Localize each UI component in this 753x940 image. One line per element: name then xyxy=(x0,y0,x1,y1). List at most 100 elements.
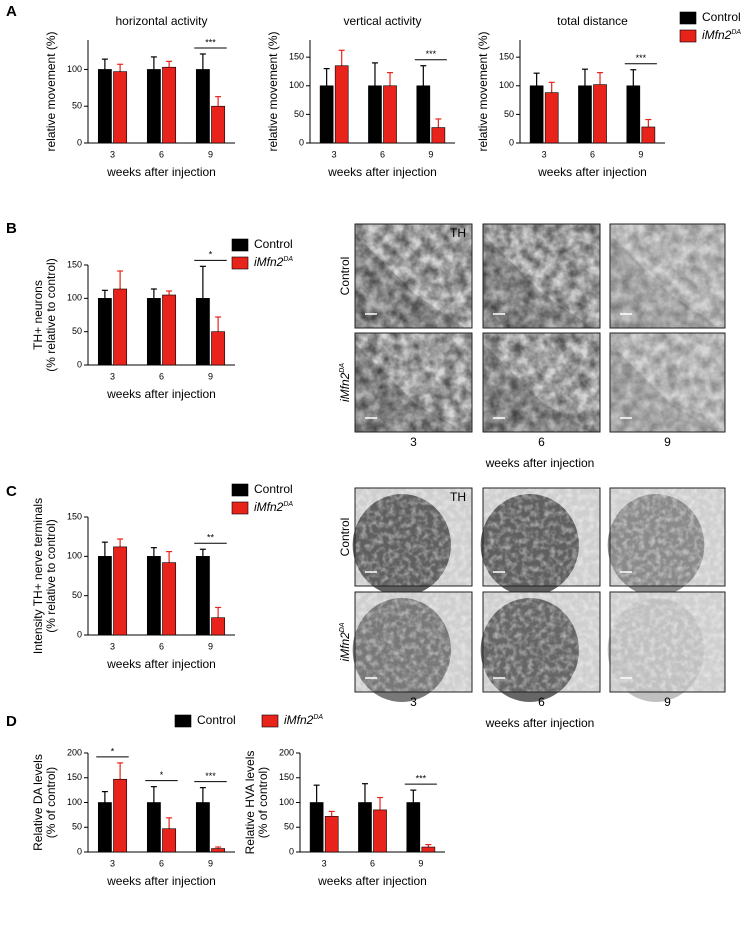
legend-label: iMfn2DA xyxy=(284,713,323,727)
panel-label: A xyxy=(6,3,17,20)
y-tick-label: 100 xyxy=(67,797,82,807)
legend-label: iMfn2DA xyxy=(702,28,741,42)
column-label: 6 xyxy=(538,695,545,709)
row-label-sup: DA xyxy=(339,363,346,373)
stain-label: TH xyxy=(450,226,466,240)
bar xyxy=(578,85,592,144)
bar xyxy=(431,127,446,144)
legend-label-main: Control xyxy=(197,713,236,727)
legend-swatch xyxy=(231,483,249,497)
y-tick-label: 150 xyxy=(499,52,514,62)
y-axis-label: (% relative to control) xyxy=(44,258,58,371)
x-tick-label: 9 xyxy=(208,641,213,651)
significance-label: * xyxy=(209,250,213,260)
bar xyxy=(358,802,372,853)
legend-label: Control xyxy=(254,482,293,496)
bar xyxy=(368,85,382,144)
images-x-label: weeks after injection xyxy=(485,456,595,470)
bar xyxy=(211,331,226,366)
y-tick-label: 100 xyxy=(499,80,514,90)
micrograph-border xyxy=(609,332,726,433)
x-tick-label: 3 xyxy=(110,641,115,651)
bar xyxy=(334,65,349,144)
panel-label: B xyxy=(6,220,17,237)
micrograph-border xyxy=(354,223,473,329)
y-tick-label: 50 xyxy=(284,822,294,832)
bar xyxy=(544,92,559,144)
texture xyxy=(483,333,600,432)
micrograph xyxy=(609,332,726,433)
column-label: 9 xyxy=(664,435,671,449)
y-tick-label: 50 xyxy=(504,109,514,119)
y-tick-label: 150 xyxy=(67,259,82,269)
texture xyxy=(483,592,600,692)
x-axis-label: weeks after injection xyxy=(106,165,216,179)
y-tick-label: 150 xyxy=(279,772,294,782)
significance-label: ** xyxy=(207,533,215,543)
bar xyxy=(195,802,210,853)
legend-swatch xyxy=(679,29,697,43)
legend-swatch xyxy=(231,501,249,515)
bar xyxy=(309,802,324,853)
micrograph-border xyxy=(354,332,473,433)
bar xyxy=(373,809,387,853)
x-tick-label: 3 xyxy=(332,149,337,159)
x-tick-label: 3 xyxy=(110,858,115,868)
x-tick-label: 6 xyxy=(159,371,164,381)
significance-label: *** xyxy=(205,37,216,47)
panel-label: D xyxy=(6,713,17,730)
micrograph-border xyxy=(354,591,473,693)
significance-label: *** xyxy=(636,53,647,63)
micrograph-border xyxy=(482,487,601,587)
column-label: 6 xyxy=(538,435,545,449)
x-tick-label: 3 xyxy=(542,149,547,159)
x-axis-label: weeks after injection xyxy=(327,165,437,179)
y-tick-label: 50 xyxy=(72,822,82,832)
legend-label-main: Control xyxy=(254,237,293,251)
x-tick-label: 9 xyxy=(428,149,433,159)
x-tick-label: 9 xyxy=(638,149,643,159)
significance-label: *** xyxy=(205,771,216,781)
micrograph xyxy=(480,487,601,596)
legend-swatch xyxy=(174,714,192,728)
y-tick-label: 50 xyxy=(294,109,304,119)
bar xyxy=(113,288,128,366)
significance-label: * xyxy=(111,746,115,756)
bar xyxy=(97,802,112,853)
x-tick-label: 6 xyxy=(590,149,595,159)
bar xyxy=(593,84,607,144)
y-tick-label: 50 xyxy=(72,590,82,600)
x-tick-label: 6 xyxy=(159,641,164,651)
bar xyxy=(113,778,128,853)
legend-label-sup: DA xyxy=(313,714,323,721)
y-tick-label: 0 xyxy=(509,137,514,147)
bar xyxy=(529,85,544,144)
micrograph xyxy=(352,591,473,702)
texture xyxy=(355,224,472,328)
bar xyxy=(162,828,177,853)
bar xyxy=(162,66,177,144)
y-tick-label: 0 xyxy=(77,629,82,639)
legend-label-sup: DA xyxy=(283,256,293,263)
y-tick-label: 0 xyxy=(77,359,82,369)
y-tick-label: 200 xyxy=(67,747,82,757)
micrograph xyxy=(352,487,473,596)
bar xyxy=(113,71,128,144)
y-tick-label: 0 xyxy=(289,846,294,856)
legend-label: Control xyxy=(197,713,236,727)
texture xyxy=(355,488,472,586)
legend-label-main: iMfn2 xyxy=(254,255,284,269)
panel-label: C xyxy=(6,483,17,500)
row-label-sup: DA xyxy=(339,622,346,632)
y-tick-label: 100 xyxy=(67,64,82,74)
y-axis-label: relative movement (%) xyxy=(476,31,490,151)
x-tick-label: 6 xyxy=(159,858,164,868)
row-label-main: iMfn2 xyxy=(338,632,352,662)
bar xyxy=(211,105,226,144)
micrograph-border xyxy=(354,487,473,587)
legend-swatch xyxy=(231,256,249,270)
row-label: iMfn2DA xyxy=(338,622,352,661)
row-label-main: Control xyxy=(338,257,352,296)
x-axis-label: weeks after injection xyxy=(106,874,216,888)
bar xyxy=(195,556,210,636)
